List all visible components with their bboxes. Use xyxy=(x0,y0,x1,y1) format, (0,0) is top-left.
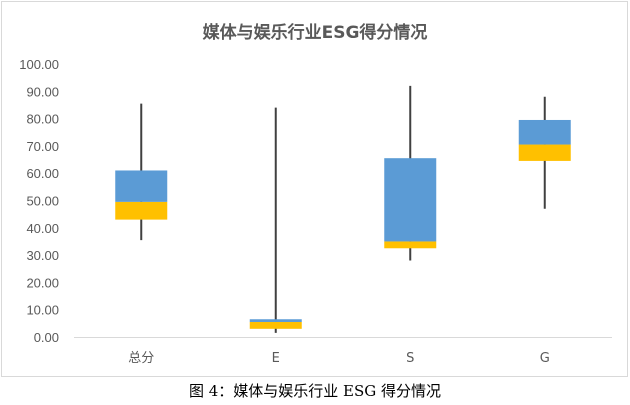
y-tick-label: 30.00 xyxy=(26,248,59,263)
y-tick-label: 20.00 xyxy=(26,275,59,290)
y-tick-label: 100.00 xyxy=(19,57,59,72)
box-upper-segment xyxy=(518,119,571,145)
chart-title: 媒体与娱乐行业ESG得分情况 xyxy=(203,22,428,43)
box-lower-segment xyxy=(384,241,437,249)
y-tick-label: 90.00 xyxy=(26,84,59,99)
figure-caption: 图 4：媒体与娱乐行业 ESG 得分情况 xyxy=(188,382,442,400)
y-tick-label: 80.00 xyxy=(26,112,59,127)
x-tick-label: E xyxy=(272,351,280,366)
x-tick-label: G xyxy=(540,351,550,366)
y-tick-label: 0.00 xyxy=(34,330,59,345)
y-tick-label: 70.00 xyxy=(26,139,59,154)
box-upper-segment xyxy=(384,158,437,242)
box-upper-segment xyxy=(249,319,302,322)
x-tick-label: S xyxy=(406,351,414,366)
box-plot-chart: 媒体与娱乐行业ESG得分情况 0.00 10.00 20.00 30.00 40.00 5… xyxy=(19,22,612,366)
y-tick-label: 40.00 xyxy=(26,221,59,236)
box-lower-segment xyxy=(518,144,571,161)
y-tick-label: 10.00 xyxy=(26,303,59,318)
box-lower-segment xyxy=(115,201,168,220)
chart-area: 媒体与娱乐行业ESG得分情况 0.00 10.00 20.00 30.00 40.00 5… xyxy=(1,1,628,377)
x-tick-label: 总分 xyxy=(128,351,154,366)
box-upper-segment xyxy=(115,170,168,202)
y-tick-label: 60.00 xyxy=(26,166,59,181)
y-tick-label: 50.00 xyxy=(26,194,59,209)
box-lower-segment xyxy=(249,321,302,329)
